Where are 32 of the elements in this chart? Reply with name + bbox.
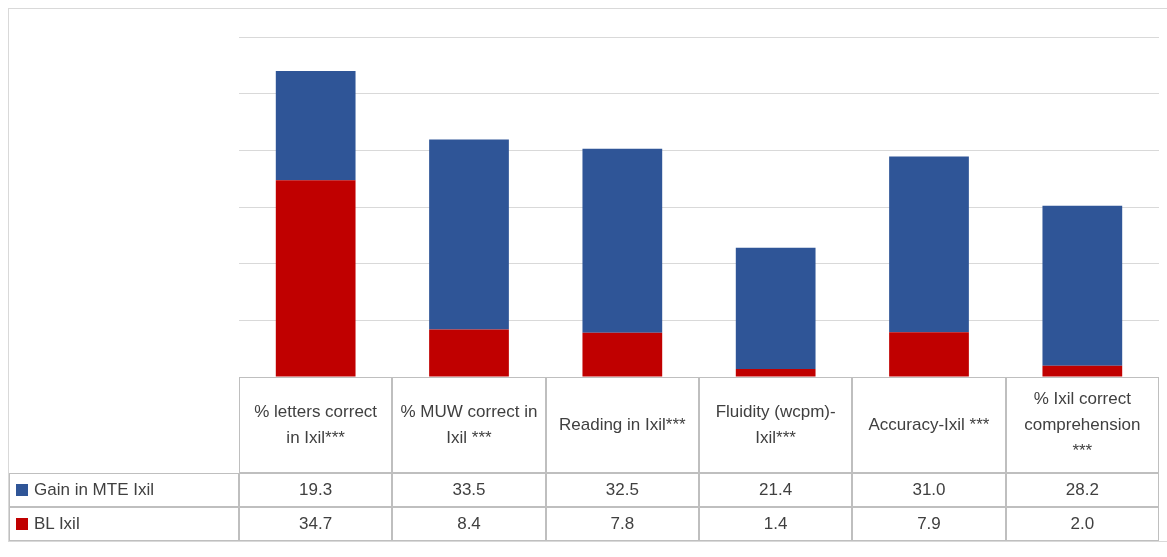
data-label: 8.4	[392, 507, 546, 541]
data-label: 2.0	[1005, 507, 1159, 541]
x-tick-label: % Ixil correct comprehension ***	[1005, 377, 1159, 473]
legend-label: BL Ixil	[9, 507, 239, 541]
legend-label: Gain in MTE Ixil	[9, 473, 239, 507]
x-tick-label: Fluidity (wcpm)-Ixil***	[698, 377, 853, 473]
bar	[1042, 205, 1123, 366]
bar	[429, 139, 509, 330]
data-label: 19.3	[239, 473, 393, 507]
data-label: 1.4	[698, 507, 853, 541]
bar	[889, 156, 969, 333]
data-label: 7.8	[545, 507, 699, 541]
data-label: 33.5	[392, 473, 546, 507]
bar	[1042, 365, 1123, 377]
x-tick-label: % letters correct in Ixil***	[239, 377, 393, 473]
bar	[429, 329, 509, 377]
data-label: 21.4	[698, 473, 853, 507]
data-label: 28.2	[1005, 473, 1159, 507]
data-label: 31.0	[852, 473, 1006, 507]
x-tick-label: Reading in Ixil***	[545, 377, 699, 473]
data-label: 34.7	[239, 507, 393, 541]
bar	[889, 332, 969, 377]
x-tick-label: Accuracy-Ixil ***	[852, 377, 1006, 473]
x-tick-label: % MUW correct in Ixil ***	[392, 377, 546, 473]
bar	[275, 180, 356, 377]
bar	[582, 332, 663, 377]
data-label: 32.5	[545, 473, 699, 507]
data-label: 7.9	[852, 507, 1006, 541]
bar	[735, 247, 816, 370]
bar	[275, 71, 356, 181]
bar	[582, 148, 663, 333]
bar	[735, 369, 816, 377]
